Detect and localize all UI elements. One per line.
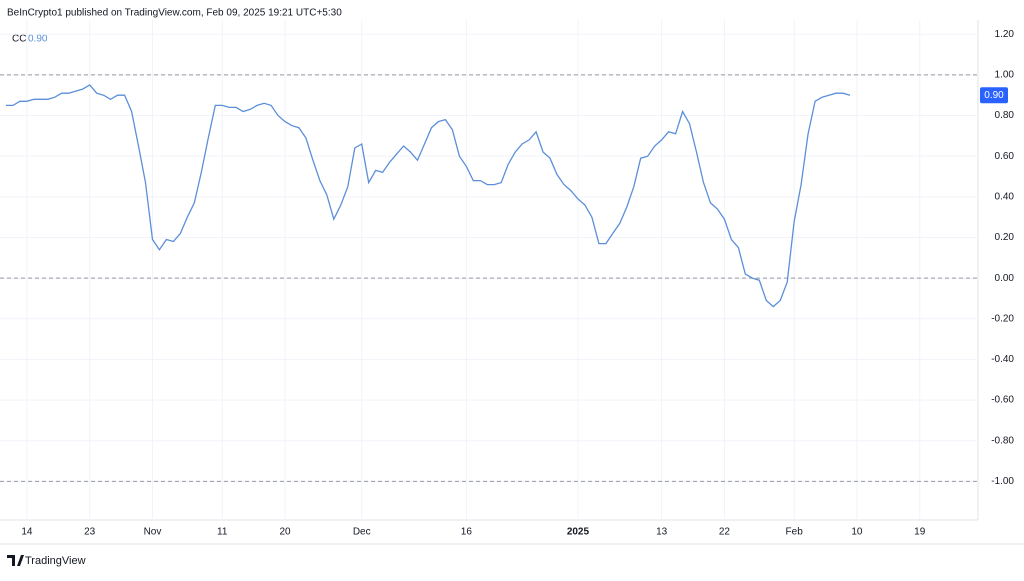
logo	[7, 555, 24, 566]
current-value-label: 0.90	[984, 90, 1004, 101]
y-tick-label: 1.00	[995, 70, 1015, 81]
x-tick-label: 23	[84, 527, 96, 538]
y-tick-label: 0.20	[995, 232, 1015, 243]
x-tick-label: 16	[461, 527, 473, 538]
y-tick-label: 0.40	[995, 191, 1015, 202]
y-tick-label: -1.00	[991, 476, 1014, 487]
x-tick-label: 13	[656, 527, 668, 538]
x-tick-label: 14	[21, 527, 33, 538]
x-tick-label: Feb	[786, 527, 804, 538]
y-tick-label: 0.60	[995, 151, 1015, 162]
current-value-box	[980, 87, 1008, 104]
x-tick-label: Nov	[144, 527, 162, 538]
x-tick-label: 22	[719, 527, 731, 538]
data-line	[6, 84, 851, 308]
legend-value: 0.90	[28, 34, 48, 45]
x-tick-label: 11	[217, 527, 228, 538]
y-tick-label: -0.60	[991, 395, 1014, 406]
header: BeInCrypto1 published on TradingView.com…	[7, 8, 342, 19]
y-tick-label: 1.20	[995, 29, 1015, 40]
x-tick-label: 19	[914, 527, 926, 538]
grid	[0, 20, 978, 520]
y-tick-label: -0.80	[991, 435, 1014, 446]
x-tick-label: 20	[279, 527, 291, 538]
legend-name: CC	[12, 34, 26, 45]
footer-brand: TradingView	[25, 555, 86, 567]
y-tick-label: 0.80	[995, 110, 1015, 121]
y-tick-label: -0.20	[991, 313, 1014, 324]
y-tick-label: -0.40	[991, 354, 1014, 365]
x-tick-label: 2025	[567, 527, 590, 538]
y-tick-label: 0.00	[995, 273, 1015, 284]
x-tick-label: Dec	[353, 527, 371, 538]
x-tick-label: 10	[851, 527, 863, 538]
